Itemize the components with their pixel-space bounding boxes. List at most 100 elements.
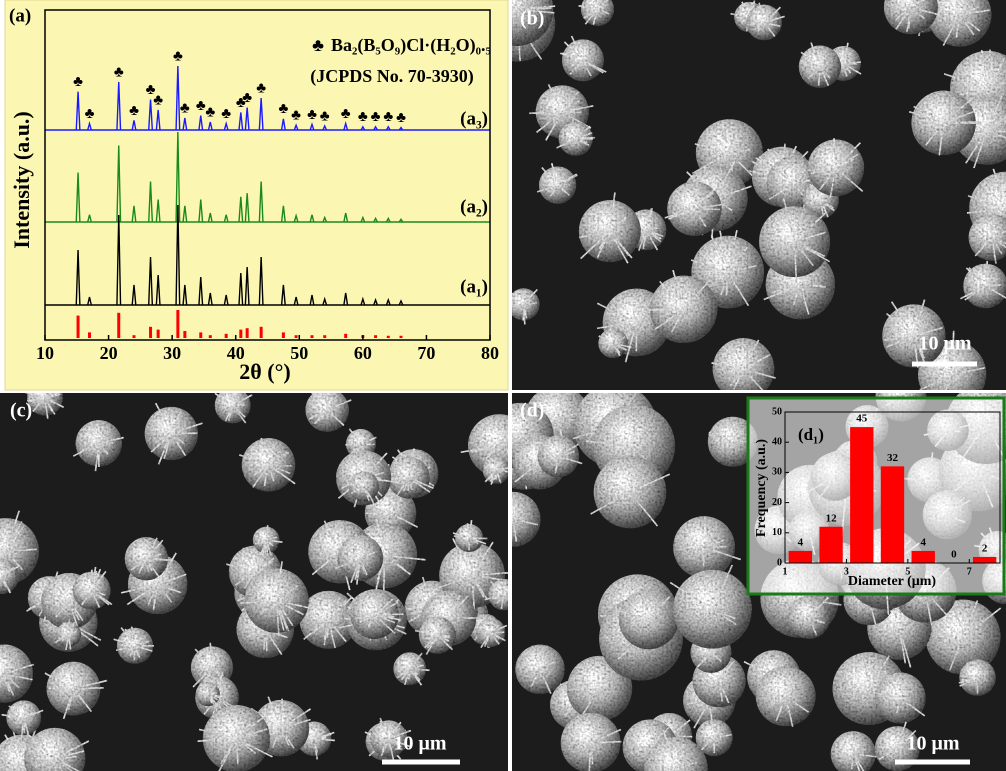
phase-marker: ♣ [396,110,406,126]
particle [875,673,926,724]
x-axis-label: Diameter (μm) [848,574,936,589]
particle [388,457,430,499]
phase-marker: ♣ [383,109,393,125]
phase-marker: ♣ [320,108,330,124]
reference-line [387,336,390,338]
scale-bar-label: 10 μm [394,733,447,755]
x-tick-label: 7 [967,566,972,577]
fiber [581,138,595,139]
fiber [852,760,853,769]
fiber [676,736,692,737]
fiber [603,638,628,639]
inset-frame [748,398,1004,594]
x-tick-label: 20 [100,343,118,363]
inset-label: (d₁) [798,425,824,444]
phase-marker: ♣ [153,92,163,108]
page: {"chart_data": [ {"type": "line", "label… [0,0,1006,771]
fiber [389,496,390,505]
bar-value-label: 2 [982,542,988,554]
phase-marker: ♣ [129,103,139,119]
fiber [598,0,599,4]
bar [881,466,904,563]
fiber [320,552,330,553]
x-tick-label: 70 [417,343,435,363]
phase-marker: ♣ [341,106,351,122]
x-tick-label: 1 [783,566,788,577]
reference-line [311,335,314,338]
sem-image [0,380,530,771]
panel-label: (d) [520,400,544,422]
particle [305,388,349,432]
x-tick-label: 80 [481,343,499,363]
reference-line [225,334,228,338]
bar [850,427,873,563]
reference-line [374,335,377,338]
fiber [147,565,148,571]
y-axis-label: Frequency (a.u.) [754,439,769,537]
panel-background [5,0,508,390]
phase-marker: ♣ [291,108,301,124]
phase-marker: ♣ [173,48,183,64]
phase-marker: ♣ [242,90,252,106]
fiber [277,465,292,466]
particle [515,645,564,694]
y-tick-label: 0 [777,557,782,568]
bar-value-label: 32 [887,452,899,464]
reference-line [295,335,298,338]
phase-marker: ♣ [307,107,317,123]
series-label: (a₁) [460,276,488,297]
fiber [811,285,822,286]
x-tick-label: 50 [290,343,308,363]
reference-line [246,328,249,338]
fiber [844,48,845,58]
fiber [490,616,491,628]
bar-value-label: 0 [951,549,957,561]
bar [973,557,996,563]
fiber [849,62,861,63]
reference-line [209,335,212,338]
particle [242,438,295,491]
reference-line [77,316,80,338]
fiber [67,625,68,631]
fiber [267,525,268,536]
panel-label: (b) [520,8,544,30]
x-tick-label: 10 [36,343,54,363]
reference-line [149,327,152,338]
reference-line [133,335,136,338]
particle [673,570,752,649]
phase-marker: ♣ [256,80,266,96]
fiber [600,742,622,743]
phase-marker: ♣ [371,109,381,125]
particle [713,338,775,400]
particle [244,569,308,633]
x-tick-label: 60 [354,343,372,363]
x-tick-label: 30 [163,343,181,363]
phase-marker: ♣ [358,109,368,125]
particle [349,471,379,501]
fiber [237,749,238,764]
fiber [703,209,720,210]
fiber [211,693,216,694]
particle [799,46,841,88]
reference-line [344,334,347,338]
fiber [652,228,659,229]
reference-line [183,331,186,338]
y-tick-label: 20 [772,497,782,508]
fiber [716,440,725,441]
fiber [819,73,820,86]
phase-marker: ♣ [180,100,190,116]
legend-text: Ba₂(B₅O₉)Cl·(H₂O)₀.₅ [331,35,491,56]
fiber [634,417,635,434]
bar [819,527,842,563]
phase-marker: ♣ [73,74,83,90]
bar-value-label: 12 [826,512,838,524]
scale-bar-label: 10 μm [919,333,972,355]
y-tick-label: 40 [772,436,782,447]
fiber [345,444,356,445]
reference-line [157,330,160,338]
legend-note: (JCPDS No. 70-3930) [310,66,474,87]
fiber [82,688,104,689]
fiber [265,544,266,554]
particle [759,206,830,277]
fiber [266,638,267,651]
